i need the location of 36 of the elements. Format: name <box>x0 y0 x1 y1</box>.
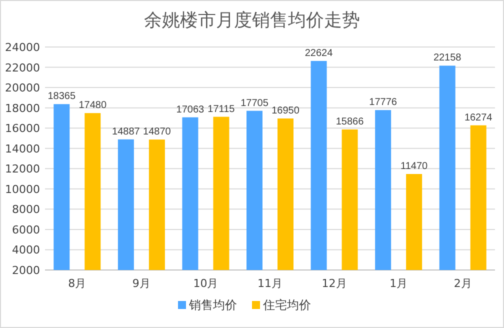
x-tick-label: 2月 <box>454 277 472 290</box>
y-tick-label: 20000 <box>5 82 40 95</box>
data-label: 15866 <box>336 116 364 128</box>
x-tick-label: 8月 <box>68 277 86 290</box>
y-tick-label: 24000 <box>5 41 40 54</box>
y-tick-label: 6000 <box>12 223 40 236</box>
data-label: 11470 <box>400 161 428 172</box>
legend-label: 销售均价 <box>188 298 237 312</box>
data-label: 17705 <box>240 98 269 109</box>
x-tick-label: 1月 <box>390 277 408 290</box>
data-label: 18365 <box>48 91 76 102</box>
y-tick-label: 10000 <box>5 182 40 196</box>
y-tick-label: 8000 <box>12 203 40 216</box>
y-tick-label: 2000 <box>12 264 40 277</box>
data-label: 16950 <box>272 105 300 116</box>
x-tick-label: 12月 <box>322 277 347 290</box>
data-label: 14887 <box>112 126 140 138</box>
y-tick-label: 16000 <box>5 122 40 136</box>
data-label: 17115 <box>208 104 236 115</box>
data-label: 22158 <box>433 52 462 64</box>
y-tick-label: 18000 <box>5 102 40 115</box>
y-tick-label: 14000 <box>5 142 40 156</box>
data-label: 17776 <box>369 97 398 108</box>
data-label: 16274 <box>464 112 493 124</box>
y-tick-label: 22000 <box>5 61 40 74</box>
x-tick-label: 9月 <box>132 277 150 290</box>
y-tick-label: 4000 <box>12 244 40 257</box>
x-tick-label: 11月 <box>258 277 282 290</box>
data-label: 22624 <box>304 48 334 59</box>
y-tick-label: 12000 <box>5 162 40 176</box>
x-tick-label: 10月 <box>193 277 218 290</box>
data-label: 17480 <box>78 100 107 112</box>
data-label: 14870 <box>143 126 172 138</box>
legend-label: 住宅均价 <box>262 298 311 312</box>
chart-title: 余姚楼市月度销售均价走势 <box>144 10 360 31</box>
data-label: 17063 <box>176 104 205 116</box>
